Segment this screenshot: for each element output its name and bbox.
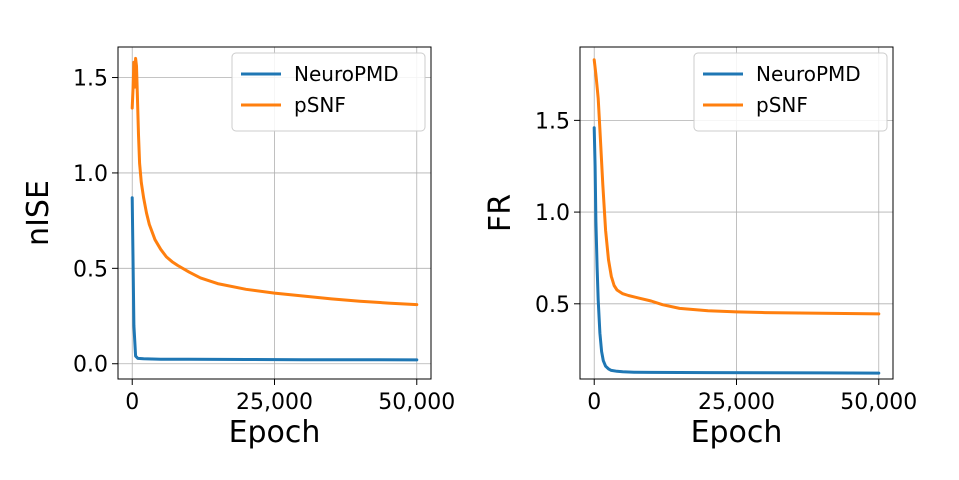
y-tick-label: 1.0: [73, 162, 108, 187]
legend-label-psnf: pSNF: [756, 93, 808, 117]
y-tick-label: 0.5: [73, 257, 108, 282]
x-tick-label: 25,000: [698, 390, 775, 415]
legend-label-neuropmd: NeuroPMD: [294, 62, 399, 86]
x-tick-label: 0: [587, 390, 601, 415]
y-tick-label: 1.5: [73, 67, 108, 92]
y-tick-label: 1.5: [535, 109, 570, 134]
y-tick-label: 0.0: [73, 353, 108, 378]
y-tick-label: 0.5: [535, 293, 570, 318]
fr-chart: 0 25,000 50,000 0.5 1.0 1.5 Epoch FR NeuroPMD pSN…: [483, 46, 917, 450]
legend: NeuroPMD pSNF: [693, 52, 888, 132]
legend: NeuroPMD pSNF: [231, 52, 426, 132]
x-axis-label: Epoch: [229, 415, 321, 450]
y-axis-label: FR: [483, 194, 518, 232]
y-tick-label: 1.0: [535, 201, 570, 226]
x-tick-label: 25,000: [236, 390, 313, 415]
nise-chart: 0 25,000 50,000 0.0 0.5 1.0 1.5 Epoch nISE NeuroP…: [21, 46, 455, 450]
x-tick-label: 0: [125, 390, 139, 415]
series-line-psnf: [130, 56, 419, 307]
series-line-psnf: [592, 58, 881, 316]
x-tick-label: 50,000: [378, 390, 455, 415]
x-tick-label: 50,000: [840, 390, 917, 415]
y-axis-label: nISE: [21, 180, 56, 246]
x-axis-label: Epoch: [691, 415, 783, 450]
series-line-neuropmd: [130, 196, 419, 362]
legend-label-psnf: pSNF: [294, 93, 346, 117]
legend-label-neuropmd: NeuroPMD: [756, 62, 861, 86]
series-line-neuropmd: [592, 126, 881, 375]
